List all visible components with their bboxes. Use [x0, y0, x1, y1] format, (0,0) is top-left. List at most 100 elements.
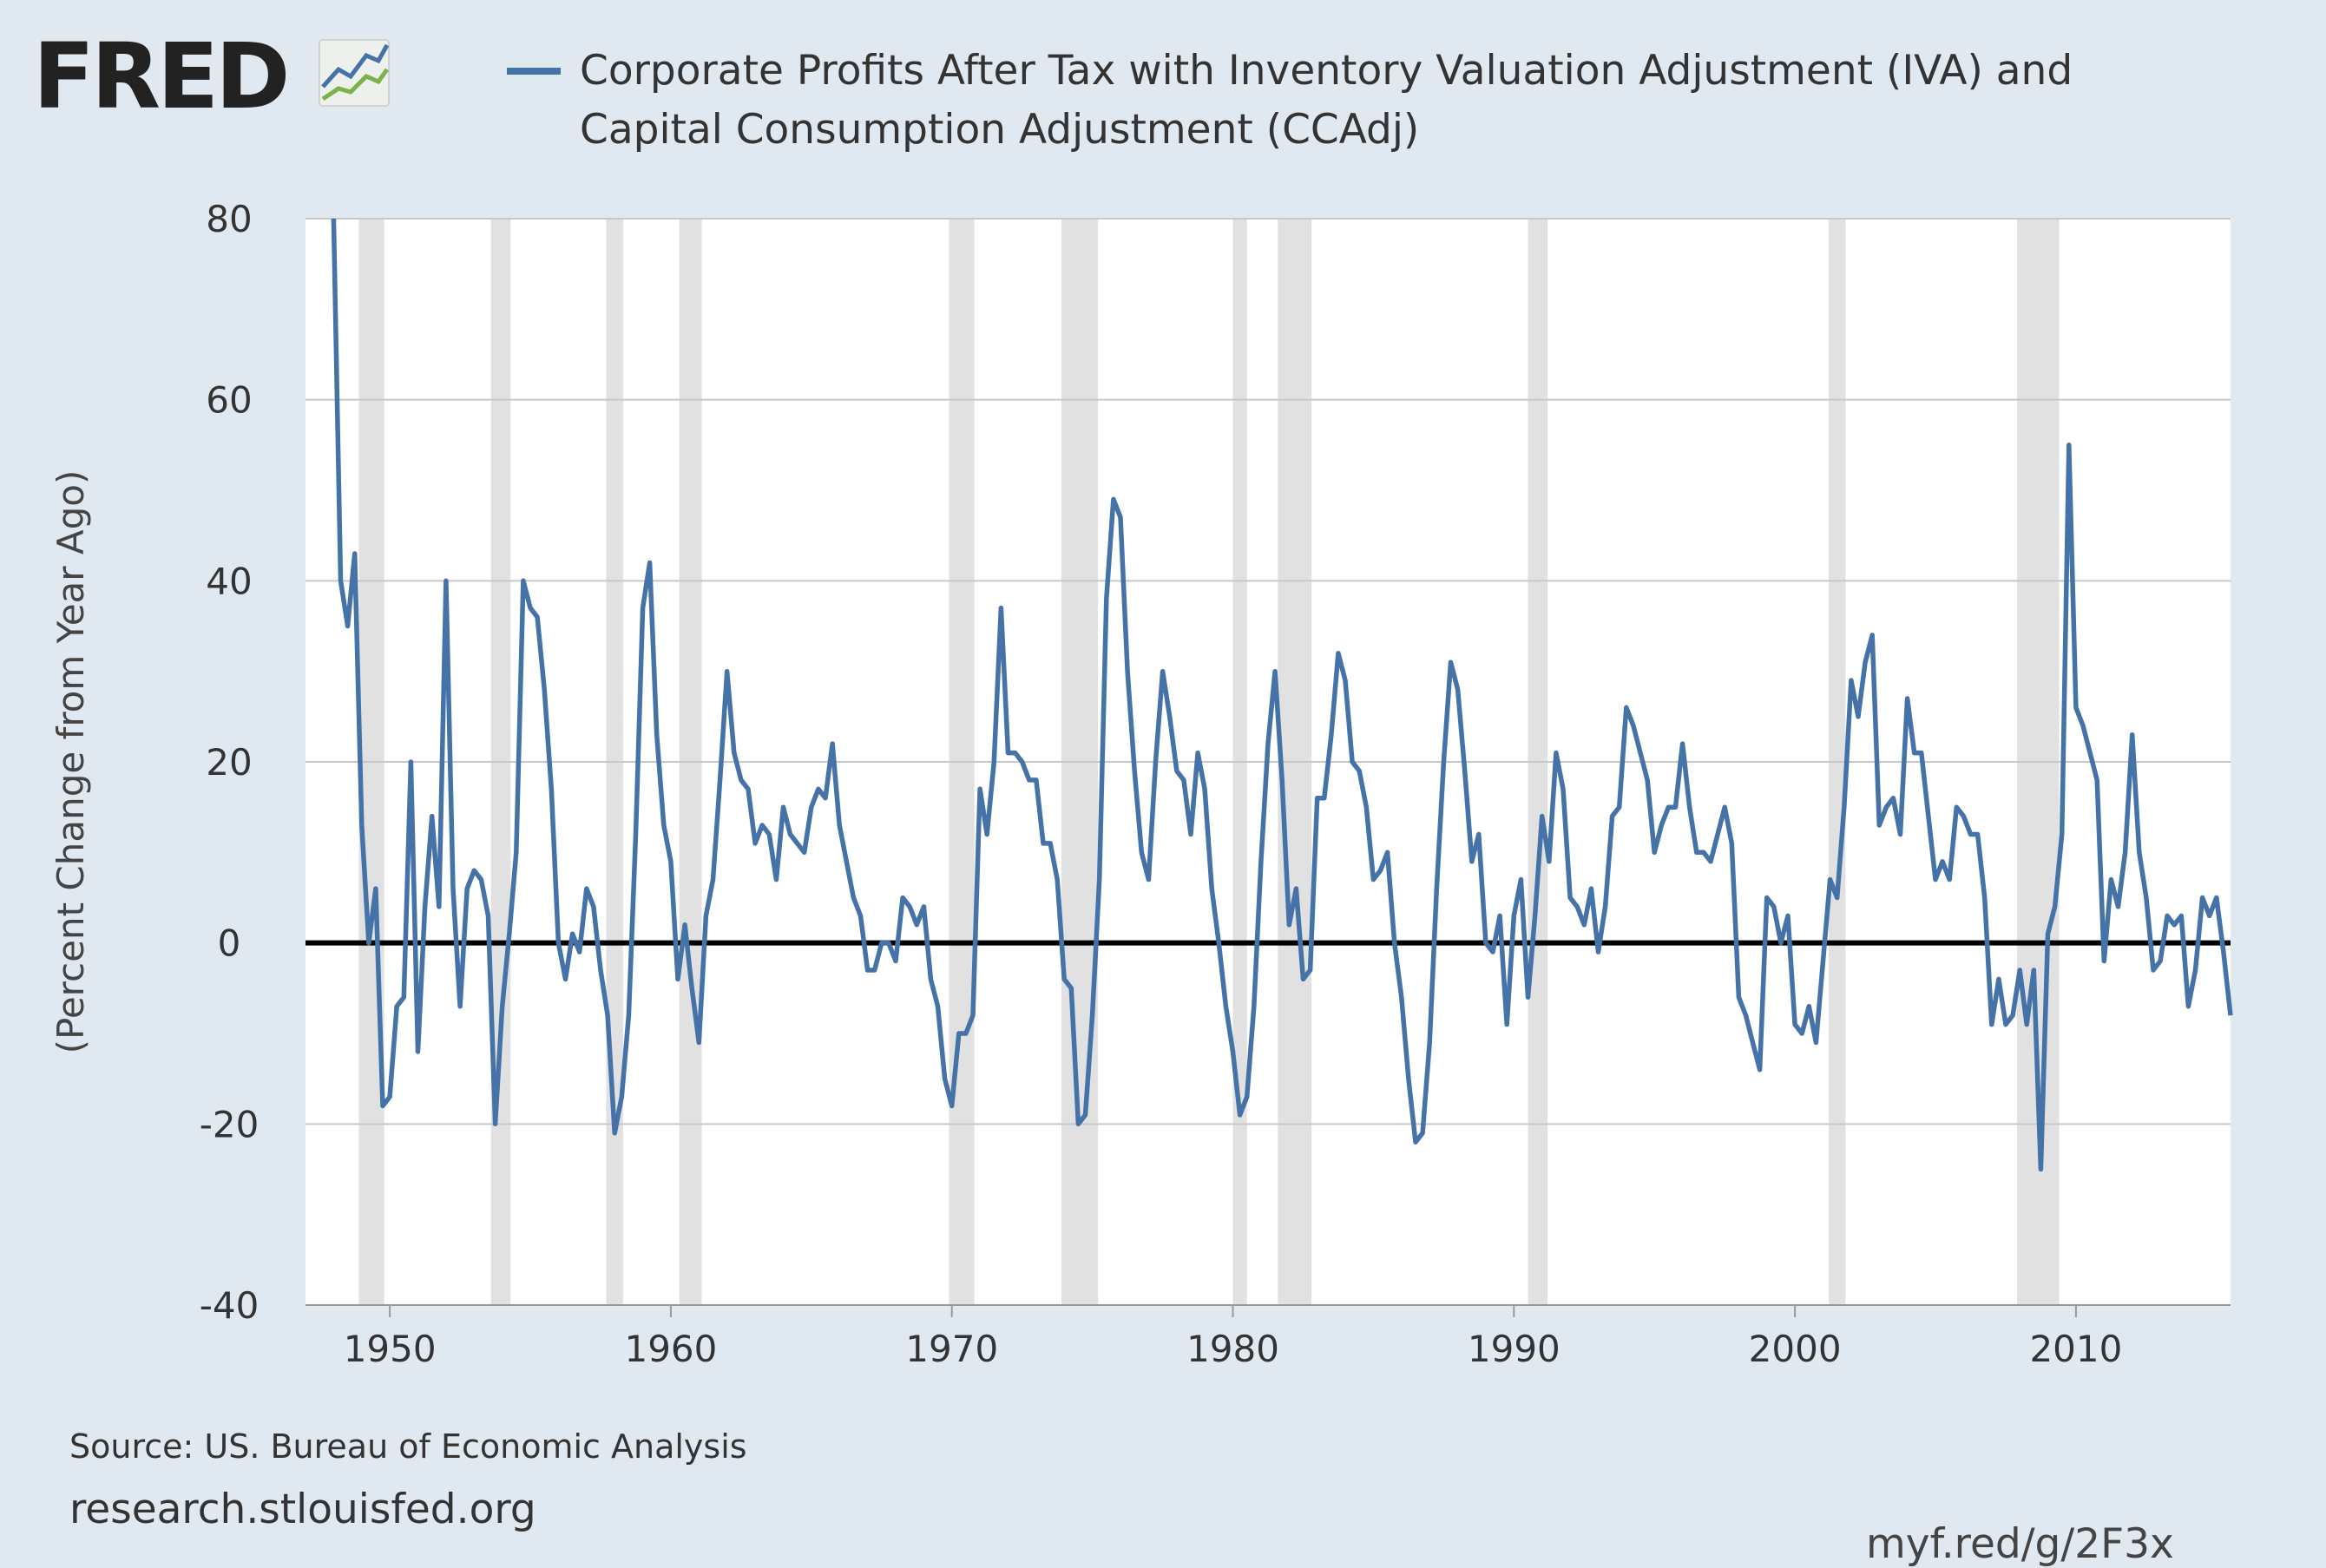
series-point — [1372, 879, 1374, 881]
series-point — [1857, 716, 1859, 718]
series-point — [634, 833, 636, 835]
series-point — [1612, 816, 1613, 817]
series-point — [1365, 806, 1367, 808]
series-point — [937, 1006, 939, 1007]
series-point — [1429, 1041, 1430, 1043]
x-tick-label: 1980 — [1186, 1328, 1279, 1370]
series-point — [1253, 1006, 1255, 1007]
series-point — [1099, 879, 1101, 881]
fred-logo: FRED — [33, 35, 390, 121]
series-point — [1605, 906, 1607, 908]
series-point — [1028, 779, 1030, 781]
series-point — [1169, 716, 1171, 718]
grid-layer — [306, 218, 2231, 1125]
series-point — [1197, 752, 1199, 754]
series-point — [1787, 915, 1789, 916]
series-point — [565, 978, 567, 980]
series-point — [1998, 978, 2000, 980]
y-tick-label: -40 — [200, 1284, 260, 1327]
legend-label: Corporate Profits After Tax with Invento… — [580, 47, 2073, 154]
series-point — [361, 824, 363, 826]
series-point — [867, 969, 869, 971]
series-point — [2047, 933, 2049, 935]
series-point — [417, 1051, 419, 1053]
series-point — [663, 824, 665, 826]
series-point — [719, 779, 721, 781]
series-point — [459, 1006, 461, 1007]
series-point — [1449, 661, 1451, 663]
fred-logo-chart-icon — [319, 39, 390, 107]
series-point — [1562, 788, 1564, 790]
series-point — [923, 906, 924, 908]
series-point — [1914, 752, 1915, 754]
series-point — [1667, 806, 1669, 808]
series-point — [2117, 906, 2119, 908]
series-point — [1070, 987, 1072, 989]
series-point — [677, 978, 679, 980]
series-point — [804, 851, 805, 853]
y-axis-title: (Percent Change from Year Ago) — [49, 470, 92, 1054]
series-point — [881, 942, 883, 944]
series-point — [747, 788, 749, 790]
series-point — [2209, 915, 2211, 916]
series-point — [1948, 879, 1950, 881]
x-axis: 1950 1960 1970 1980 1990 2000 2010 — [306, 1304, 2231, 1370]
series-point — [1541, 816, 1543, 817]
series-point — [986, 833, 988, 835]
series-point — [1344, 679, 1346, 681]
series-point — [2012, 1014, 2014, 1016]
series-point — [1780, 942, 1782, 944]
series-point — [2202, 897, 2204, 898]
series-point — [1274, 671, 1276, 672]
series-point — [1056, 879, 1058, 881]
series-point — [2110, 879, 2112, 881]
series-point — [1147, 879, 1149, 881]
series-point — [726, 671, 728, 672]
series-point — [2180, 915, 2182, 916]
series-point — [1260, 861, 1262, 863]
series-point — [627, 1014, 629, 1016]
series-point — [382, 1105, 384, 1106]
series-point — [495, 1123, 496, 1125]
series-point — [1232, 1051, 1234, 1053]
series-point — [1984, 897, 1986, 898]
series-point — [782, 806, 784, 808]
series-point — [888, 942, 890, 944]
series-point — [2187, 1006, 2189, 1007]
series-point — [1506, 1024, 1508, 1026]
series-point — [389, 1096, 391, 1098]
series-point — [1738, 996, 1739, 998]
series-layer — [331, 218, 2233, 1172]
series-point — [2195, 969, 2197, 971]
series-point — [368, 942, 370, 944]
series-point — [1007, 752, 1009, 754]
series-point — [831, 743, 833, 745]
series-point — [1977, 833, 1979, 835]
site-link[interactable]: research.stlouisfed.org — [69, 1486, 536, 1533]
series-point — [859, 915, 861, 916]
series-point — [621, 1096, 622, 1098]
x-tick-label: 2010 — [2029, 1328, 2122, 1370]
series-point — [1310, 969, 1311, 971]
series-point — [1703, 851, 1705, 853]
series-point — [1499, 915, 1501, 916]
series-point — [1569, 897, 1571, 898]
series-point — [1836, 897, 1838, 898]
series-point — [979, 788, 981, 790]
series-point — [874, 969, 876, 971]
series-point — [2005, 1024, 2007, 1026]
series-point — [487, 915, 489, 916]
series-point — [1969, 833, 1971, 835]
series-point — [1619, 806, 1620, 808]
series-point — [1380, 869, 1382, 871]
series-point — [2173, 924, 2175, 926]
series-point — [536, 616, 538, 618]
series-point — [1801, 1033, 1803, 1034]
series-point — [2223, 951, 2224, 953]
series-point — [1401, 996, 1403, 998]
series-point — [1267, 743, 1269, 745]
series-point — [1387, 851, 1389, 853]
series-point — [1035, 779, 1037, 781]
